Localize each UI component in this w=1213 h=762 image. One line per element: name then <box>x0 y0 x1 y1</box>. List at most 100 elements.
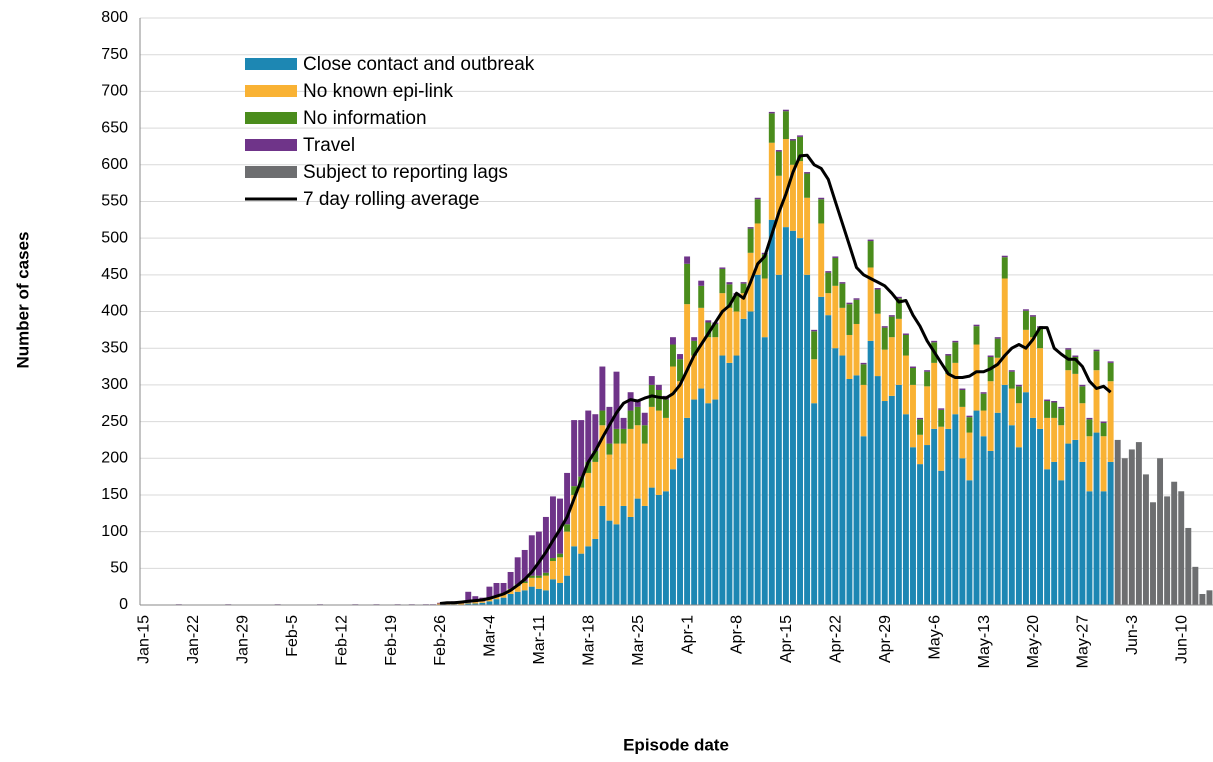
bar-segment <box>670 366 676 470</box>
bar-segment <box>966 417 973 433</box>
bar-segment <box>825 293 832 316</box>
legend-swatch <box>245 58 297 70</box>
bar-segment <box>677 458 683 605</box>
bar-segment <box>910 367 916 385</box>
x-tick-label: May-27 <box>1075 615 1092 668</box>
x-tick-label: Apr-15 <box>778 615 795 663</box>
bar-segment <box>1037 327 1044 349</box>
bar-segment <box>599 366 606 411</box>
bar-segment <box>691 355 698 400</box>
bar-segment <box>1001 278 1008 385</box>
bar-segment <box>726 362 733 605</box>
bar-segment <box>980 393 987 411</box>
bar-segment <box>888 395 895 605</box>
legend-label: No known epi-link <box>303 81 453 102</box>
bar-segment <box>790 139 796 141</box>
bar-segment <box>775 175 782 275</box>
bar-segment <box>521 590 528 605</box>
bar-segment <box>705 403 712 605</box>
bar-segment <box>606 443 613 455</box>
bar-segment <box>634 498 641 605</box>
bar-segment <box>479 601 486 603</box>
y-axis-title: Number of cases <box>13 232 32 369</box>
y-tick-label: 600 <box>101 156 128 173</box>
bar-segment <box>832 257 839 286</box>
bar-segment <box>959 458 966 605</box>
bar-segment <box>994 412 1001 605</box>
bar-segment <box>634 425 641 499</box>
bar-segment <box>571 546 578 605</box>
bar-segment <box>910 384 916 448</box>
bar-segment <box>1107 361 1114 363</box>
bar-segment <box>888 337 895 396</box>
rolling-average-line <box>439 153 1112 605</box>
bar-segment <box>549 558 556 561</box>
bar-segment <box>938 409 945 427</box>
bar-segment <box>895 296 902 299</box>
x-tick-label: May-6 <box>926 615 943 660</box>
bar-segment <box>535 577 542 589</box>
bar-segment <box>1030 316 1036 338</box>
bar-segment <box>790 164 796 231</box>
bar-segment <box>1100 436 1107 492</box>
bar-segment <box>472 602 479 604</box>
bar-segment <box>493 582 500 596</box>
bar-segment <box>846 304 853 335</box>
bar-segment <box>761 278 768 338</box>
bar-segment <box>670 337 676 345</box>
bar-segment <box>881 327 888 350</box>
bar-segment <box>733 311 740 356</box>
bar-segment <box>1008 370 1015 372</box>
bar-segment <box>571 420 578 487</box>
bar-segment <box>542 516 549 573</box>
bar-segment <box>797 238 804 605</box>
bar-segment <box>931 428 938 605</box>
x-tick-label: Jan-29 <box>235 615 252 664</box>
bar-segment <box>839 355 846 605</box>
y-tick-label: 700 <box>101 83 128 100</box>
bar-segment <box>641 425 648 444</box>
bar-segment <box>1100 491 1107 605</box>
bar-segment <box>1100 423 1107 437</box>
bar-segment <box>486 599 493 602</box>
bar-segment <box>599 505 606 605</box>
bar-segment <box>1121 458 1128 605</box>
bar-segment <box>846 379 853 605</box>
bar-segment <box>578 553 585 605</box>
bar-segment <box>726 284 733 308</box>
bar-segment <box>895 298 902 319</box>
bar-segment <box>973 344 980 411</box>
x-tick-label: Mar-18 <box>580 615 597 666</box>
bar-segment <box>945 355 952 374</box>
x-tick-label: Apr-8 <box>729 615 746 654</box>
bar-segment <box>782 139 789 228</box>
bar-segment <box>542 590 549 605</box>
bar-segment <box>987 450 994 605</box>
bar-segment <box>839 283 846 308</box>
bar-segment <box>1051 417 1058 462</box>
bar-segment <box>1079 384 1086 387</box>
bar-segment <box>1065 348 1072 350</box>
bar-segment <box>726 307 733 363</box>
bar-segment <box>726 282 733 285</box>
bar-segment <box>994 337 1001 339</box>
bar-segment <box>712 323 719 338</box>
bar-segment <box>1022 310 1029 330</box>
bar-segment <box>740 293 747 319</box>
legend-swatch <box>245 139 297 151</box>
x-axis-title: Episode date <box>623 735 729 754</box>
bar-segment <box>924 370 931 372</box>
bar-segment <box>493 599 500 605</box>
bar-segment <box>641 443 648 506</box>
bar-segment <box>606 454 613 521</box>
bar-segment <box>1185 527 1192 605</box>
bar-segment <box>768 219 775 605</box>
bar-segment <box>747 228 754 253</box>
y-tick-label: 350 <box>101 339 128 356</box>
bar-segment <box>804 172 811 174</box>
bar-segment <box>768 113 775 143</box>
bar-segment <box>613 428 620 444</box>
bar-segment <box>1107 362 1114 382</box>
bar-segment <box>853 323 860 376</box>
bar-segment <box>775 151 782 176</box>
